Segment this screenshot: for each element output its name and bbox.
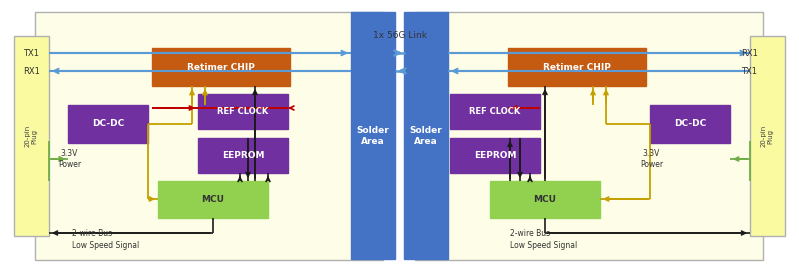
Bar: [490, 181, 600, 218]
Text: Low Speed Signal: Low Speed Signal: [510, 240, 577, 250]
Text: MCU: MCU: [534, 195, 556, 204]
Text: MCU: MCU: [201, 195, 225, 204]
Bar: [14, 36, 49, 236]
Text: TX1: TX1: [23, 49, 39, 57]
Text: DC-DC: DC-DC: [674, 120, 706, 128]
Bar: [750, 36, 785, 236]
Text: Solder
Area: Solder Area: [410, 126, 443, 146]
Text: RX1: RX1: [741, 49, 758, 57]
Text: Solder
Area: Solder Area: [356, 126, 389, 146]
Text: 20-pin
Plug: 20-pin Plug: [761, 125, 773, 147]
Text: REF CLOCK: REF CLOCK: [469, 107, 521, 115]
Bar: [404, 12, 448, 259]
Bar: [152, 48, 290, 86]
Bar: [198, 94, 288, 129]
Bar: [68, 105, 148, 143]
Bar: [35, 12, 383, 260]
Text: Low Speed Signal: Low Speed Signal: [72, 240, 139, 250]
Bar: [415, 12, 763, 260]
Text: EEPROM: EEPROM: [222, 150, 264, 160]
Text: 2-wire Bus: 2-wire Bus: [72, 228, 112, 237]
Text: Retimer CHIP: Retimer CHIP: [187, 63, 255, 72]
Text: 3.3V
Power: 3.3V Power: [58, 149, 81, 169]
Text: Retimer CHIP: Retimer CHIP: [543, 63, 611, 72]
Text: DC-DC: DC-DC: [92, 120, 124, 128]
Text: REF CLOCK: REF CLOCK: [217, 107, 268, 115]
Bar: [351, 12, 395, 259]
Bar: [450, 138, 540, 173]
Text: RX1: RX1: [23, 66, 40, 76]
Text: EEPROM: EEPROM: [474, 150, 516, 160]
Bar: [158, 181, 268, 218]
Text: 1x 56G Link: 1x 56G Link: [373, 31, 427, 40]
Bar: [650, 105, 730, 143]
Bar: [198, 138, 288, 173]
Text: 3.3V
Power: 3.3V Power: [640, 149, 663, 169]
Bar: [450, 94, 540, 129]
Bar: [508, 48, 646, 86]
Text: 2-wire Bus: 2-wire Bus: [510, 228, 551, 237]
Text: TX1: TX1: [741, 66, 757, 76]
Text: 20-pin
Plug: 20-pin Plug: [25, 125, 38, 147]
